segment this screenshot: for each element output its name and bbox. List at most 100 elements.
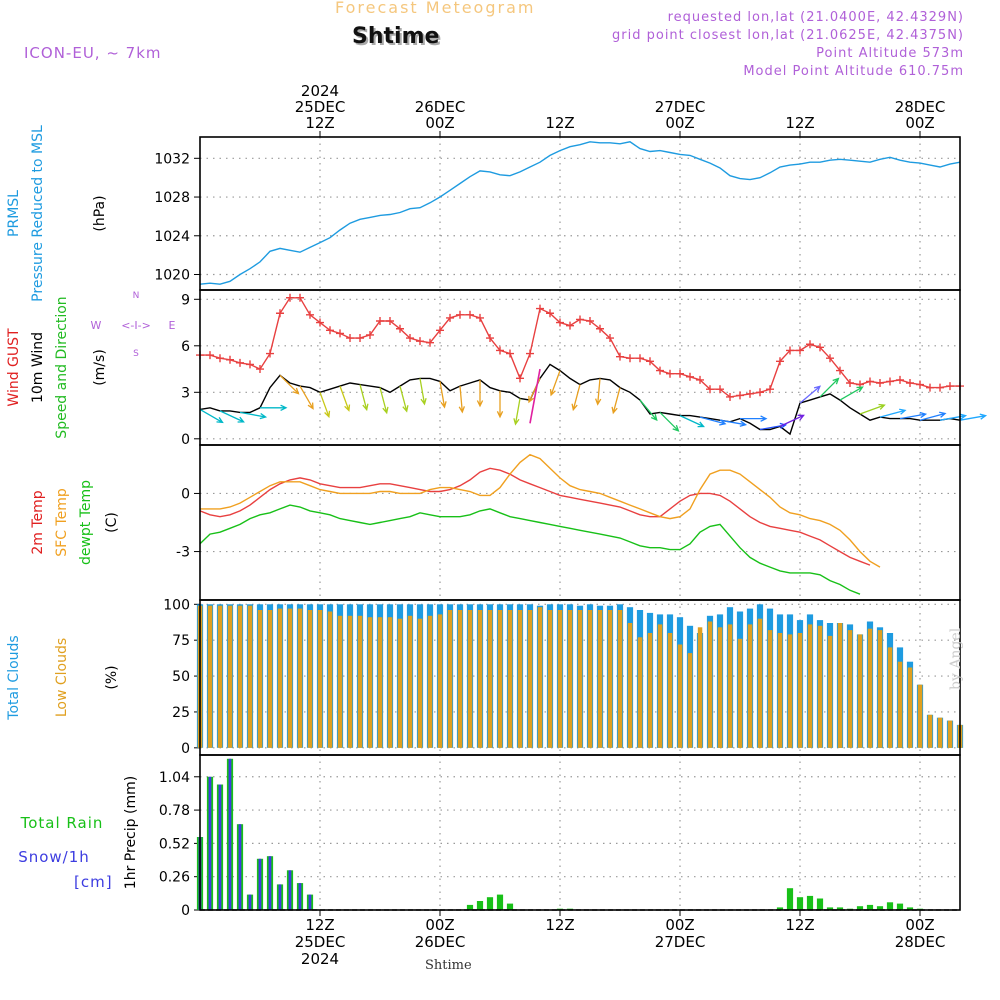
top-time-label: 26DEC — [415, 98, 466, 116]
compass-west: W — [91, 319, 102, 332]
bar-low-clouds — [537, 607, 543, 748]
wind-arrow — [439, 381, 447, 409]
bar-total-rain — [466, 904, 474, 910]
bar-low-clouds — [527, 610, 533, 748]
gust-marker — [646, 357, 654, 366]
y-tick-label: 100 — [163, 597, 190, 613]
gust-marker — [296, 293, 304, 302]
bar-low-clouds — [837, 623, 843, 748]
y-label-part: SFC Temp — [54, 488, 70, 557]
bar-low-clouds — [277, 608, 283, 748]
y-units-label: (hPa) — [92, 195, 108, 231]
y-tick-label: 0 — [181, 903, 190, 919]
gust-marker — [826, 354, 834, 363]
bar-low-clouds — [877, 630, 883, 748]
bar-low-clouds — [437, 614, 443, 748]
requested-coords: requested lon,lat (21.0400E, 42.4329N) — [667, 10, 964, 25]
y-tick-label: 25 — [172, 705, 190, 721]
wind-arrow — [458, 386, 466, 414]
gust-marker — [316, 318, 324, 327]
gust-marker — [266, 349, 274, 358]
gust-marker — [666, 369, 674, 378]
bar-low-clouds — [717, 627, 723, 748]
gust-marker — [686, 372, 694, 381]
y-tick-label: 9 — [181, 292, 190, 308]
gust-marker — [326, 326, 334, 335]
wind-arrow — [819, 377, 840, 398]
gust-marker — [256, 365, 264, 374]
bar-low-clouds — [867, 628, 873, 748]
top-time-label: 00Z — [905, 114, 934, 132]
gust-marker — [716, 385, 724, 394]
top-time-label: 12Z — [545, 114, 574, 132]
bar-total-rain — [906, 907, 914, 910]
gust-marker — [766, 385, 774, 394]
bar-low-clouds — [367, 617, 373, 748]
model-point-altitude: Model Point Altitude 610.75m — [743, 64, 964, 79]
point-altitude: Point Altitude 573m — [816, 46, 964, 61]
bottom-time-label: 12Z — [545, 916, 574, 934]
gust-marker — [406, 334, 414, 343]
gust-marker — [236, 358, 244, 367]
wind-arrow — [594, 378, 602, 406]
gust-marker — [336, 329, 344, 338]
gust-marker — [906, 379, 914, 387]
bar-low-clouds — [767, 630, 773, 748]
gust-marker — [506, 349, 514, 358]
wind-arrow — [476, 379, 484, 408]
bar-low-clouds — [327, 611, 333, 748]
wind-arrow — [513, 398, 521, 426]
bar-low-clouds — [297, 608, 303, 748]
wind-arrow — [799, 385, 822, 404]
top-title: Forecast Meteogram — [335, 0, 536, 17]
bar-low-clouds — [517, 610, 523, 748]
bar-low-clouds — [387, 617, 393, 748]
bar-low-clouds — [607, 610, 613, 748]
gust-marker — [726, 392, 734, 401]
bottom-time-label: 12Z — [305, 916, 334, 934]
bar-total-rain — [806, 895, 814, 910]
wind-arrow — [740, 415, 768, 422]
bar-low-clouds — [257, 610, 263, 748]
gust-marker — [346, 334, 354, 343]
gust-marker — [836, 366, 844, 375]
bar-low-clouds — [497, 610, 503, 748]
y-tick-label: 75 — [172, 633, 190, 649]
gust-marker — [896, 375, 904, 384]
y-label-part: 2m Temp — [30, 490, 46, 554]
bar-low-clouds — [937, 717, 943, 748]
compass-arrow: <-I-> — [121, 319, 151, 332]
gust-marker — [226, 355, 234, 364]
y-tick-label: 1.04 — [159, 770, 190, 786]
bar-low-clouds — [267, 610, 273, 748]
bar-low-clouds — [457, 610, 463, 748]
bar-total-rain — [486, 897, 494, 910]
bottom-time-label: 28DEC — [895, 933, 946, 951]
wind-arrow — [939, 413, 968, 421]
strong-wind-arrow — [529, 368, 541, 424]
bar-low-clouds — [777, 633, 783, 748]
bar-total-rain — [866, 904, 874, 910]
wind-arrow — [260, 404, 288, 411]
y-units-label: (m/s) — [92, 349, 108, 386]
wind-arrow — [239, 411, 268, 420]
bar-low-clouds — [677, 644, 683, 748]
gust-marker — [756, 388, 764, 397]
bar-low-clouds — [687, 653, 693, 748]
bar-low-clouds — [567, 610, 573, 748]
gust-marker — [386, 317, 394, 325]
panel-2: 0 3 6 9 Wind GUST 10m Wind Speed and Direction… — [6, 289, 988, 448]
bar-low-clouds — [347, 615, 353, 748]
bar-low-clouds — [427, 615, 433, 748]
gust-marker — [876, 379, 884, 387]
bar-total-rain — [786, 888, 794, 910]
y-tick-label: 0 — [181, 486, 190, 502]
bar-total-rain — [816, 898, 824, 910]
y-tick-label: 1020 — [154, 268, 190, 284]
bar-snow-1h — [268, 856, 272, 910]
y-tick-label: 0 — [181, 432, 190, 448]
bar-snow-1h — [278, 884, 282, 910]
bar-low-clouds — [907, 667, 913, 748]
gust-marker — [676, 369, 684, 378]
